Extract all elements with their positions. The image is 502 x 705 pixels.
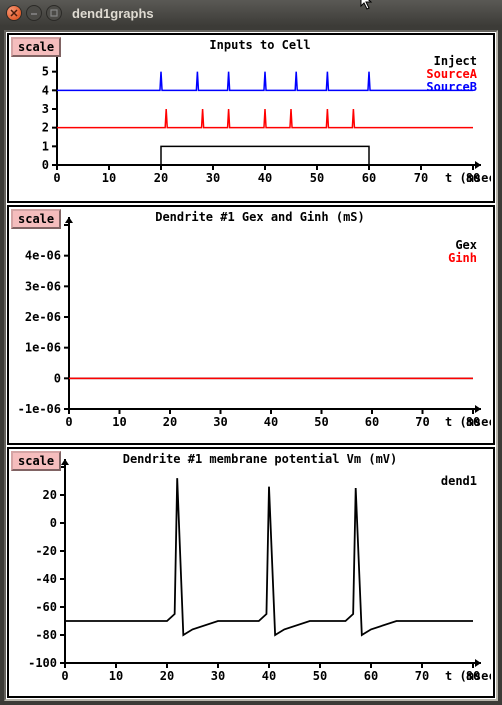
svg-text:4: 4 <box>42 83 49 97</box>
svg-text:1: 1 <box>42 139 49 153</box>
svg-text:20: 20 <box>154 171 168 185</box>
svg-text:0: 0 <box>50 516 57 530</box>
svg-text:Ginh: Ginh <box>448 251 477 265</box>
svg-text:70: 70 <box>415 669 429 683</box>
svg-text:Dendrite #1 Gex and Ginh (mS): Dendrite #1 Gex and Ginh (mS) <box>155 210 365 224</box>
scale-button-conductance[interactable]: scale <box>11 209 61 229</box>
svg-text:0: 0 <box>53 171 60 185</box>
scale-button-inputs[interactable]: scale <box>11 37 61 57</box>
minimize-button[interactable] <box>26 5 42 21</box>
svg-text:-80: -80 <box>35 628 57 642</box>
svg-text:SourceA: SourceA <box>426 67 477 81</box>
svg-text:10: 10 <box>112 415 126 429</box>
panel-inputs: scale Inputs to Cell01020304050607080t (… <box>7 33 495 203</box>
plot-conductance: Dendrite #1 Gex and Ginh (mS) 0 10 20 30 40 50… <box>9 207 491 439</box>
svg-text:Inputs to Cell: Inputs to Cell <box>209 38 310 52</box>
svg-text:-100: -100 <box>28 656 57 670</box>
svg-text:70: 70 <box>415 415 429 429</box>
svg-text:0: 0 <box>61 669 68 683</box>
svg-text:-60: -60 <box>35 600 57 614</box>
titlebar-buttons <box>6 5 62 21</box>
plot-vm: Dendrite #1 membrane potential Vm (mV) 0 1… <box>9 449 491 693</box>
panel-vm: scale Dendrite #1 membrane potential Vm … <box>7 447 495 698</box>
svg-text:3: 3 <box>42 102 49 116</box>
svg-text:3e-06: 3e-06 <box>25 279 61 293</box>
client-area: scale Inputs to Cell01020304050607080t (… <box>0 26 502 705</box>
svg-text:0: 0 <box>42 158 49 172</box>
panel-conductance: scale Dendrite #1 Gex and Ginh (mS) 0 10 20… <box>7 205 495 445</box>
svg-text:10: 10 <box>102 171 116 185</box>
svg-text:50: 50 <box>313 669 327 683</box>
close-button[interactable] <box>6 5 22 21</box>
svg-text:dend1: dend1 <box>441 474 477 488</box>
svg-text:5: 5 <box>42 65 49 79</box>
scale-button-vm[interactable]: scale <box>11 451 61 471</box>
svg-text:Gex: Gex <box>455 238 477 252</box>
svg-text:20: 20 <box>163 415 177 429</box>
svg-text:t (msec): t (msec) <box>445 171 491 185</box>
svg-text:Inject: Inject <box>434 54 477 68</box>
svg-text:30: 30 <box>206 171 220 185</box>
svg-text:-40: -40 <box>35 572 57 586</box>
svg-text:1e-06: 1e-06 <box>25 340 61 354</box>
svg-text:t (msec): t (msec) <box>445 415 491 429</box>
svg-text:t (msec): t (msec) <box>445 669 491 683</box>
svg-text:50: 50 <box>314 415 328 429</box>
svg-text:10: 10 <box>109 669 123 683</box>
svg-text:0: 0 <box>65 415 72 429</box>
svg-text:4e-06: 4e-06 <box>25 248 61 262</box>
svg-text:70: 70 <box>414 171 428 185</box>
plots-container: scale Inputs to Cell01020304050607080t (… <box>4 30 498 701</box>
svg-text:30: 30 <box>211 669 225 683</box>
svg-text:0: 0 <box>54 371 61 385</box>
svg-text:20: 20 <box>43 488 57 502</box>
svg-text:Dendrite #1 membrane potential: Dendrite #1 membrane potential Vm (mV) <box>123 452 398 466</box>
svg-text:-20: -20 <box>35 544 57 558</box>
svg-text:30: 30 <box>213 415 227 429</box>
svg-text:SourceB: SourceB <box>426 80 477 94</box>
svg-text:-1e-06: -1e-06 <box>18 402 61 416</box>
svg-text:40: 40 <box>264 415 278 429</box>
svg-text:60: 60 <box>362 171 376 185</box>
svg-text:60: 60 <box>365 415 379 429</box>
svg-text:60: 60 <box>364 669 378 683</box>
svg-text:20: 20 <box>160 669 174 683</box>
maximize-button[interactable] <box>46 5 62 21</box>
titlebar: dend1graphs <box>0 0 502 26</box>
window-title: dend1graphs <box>72 6 154 21</box>
svg-text:40: 40 <box>258 171 272 185</box>
app-window: dend1graphs scale Inputs to Cell01020304… <box>0 0 502 705</box>
plot-inputs: Inputs to Cell01020304050607080t (msec)0… <box>9 35 491 195</box>
svg-text:40: 40 <box>262 669 276 683</box>
svg-text:2e-06: 2e-06 <box>25 310 61 324</box>
svg-text:50: 50 <box>310 171 324 185</box>
svg-text:2: 2 <box>42 121 49 135</box>
